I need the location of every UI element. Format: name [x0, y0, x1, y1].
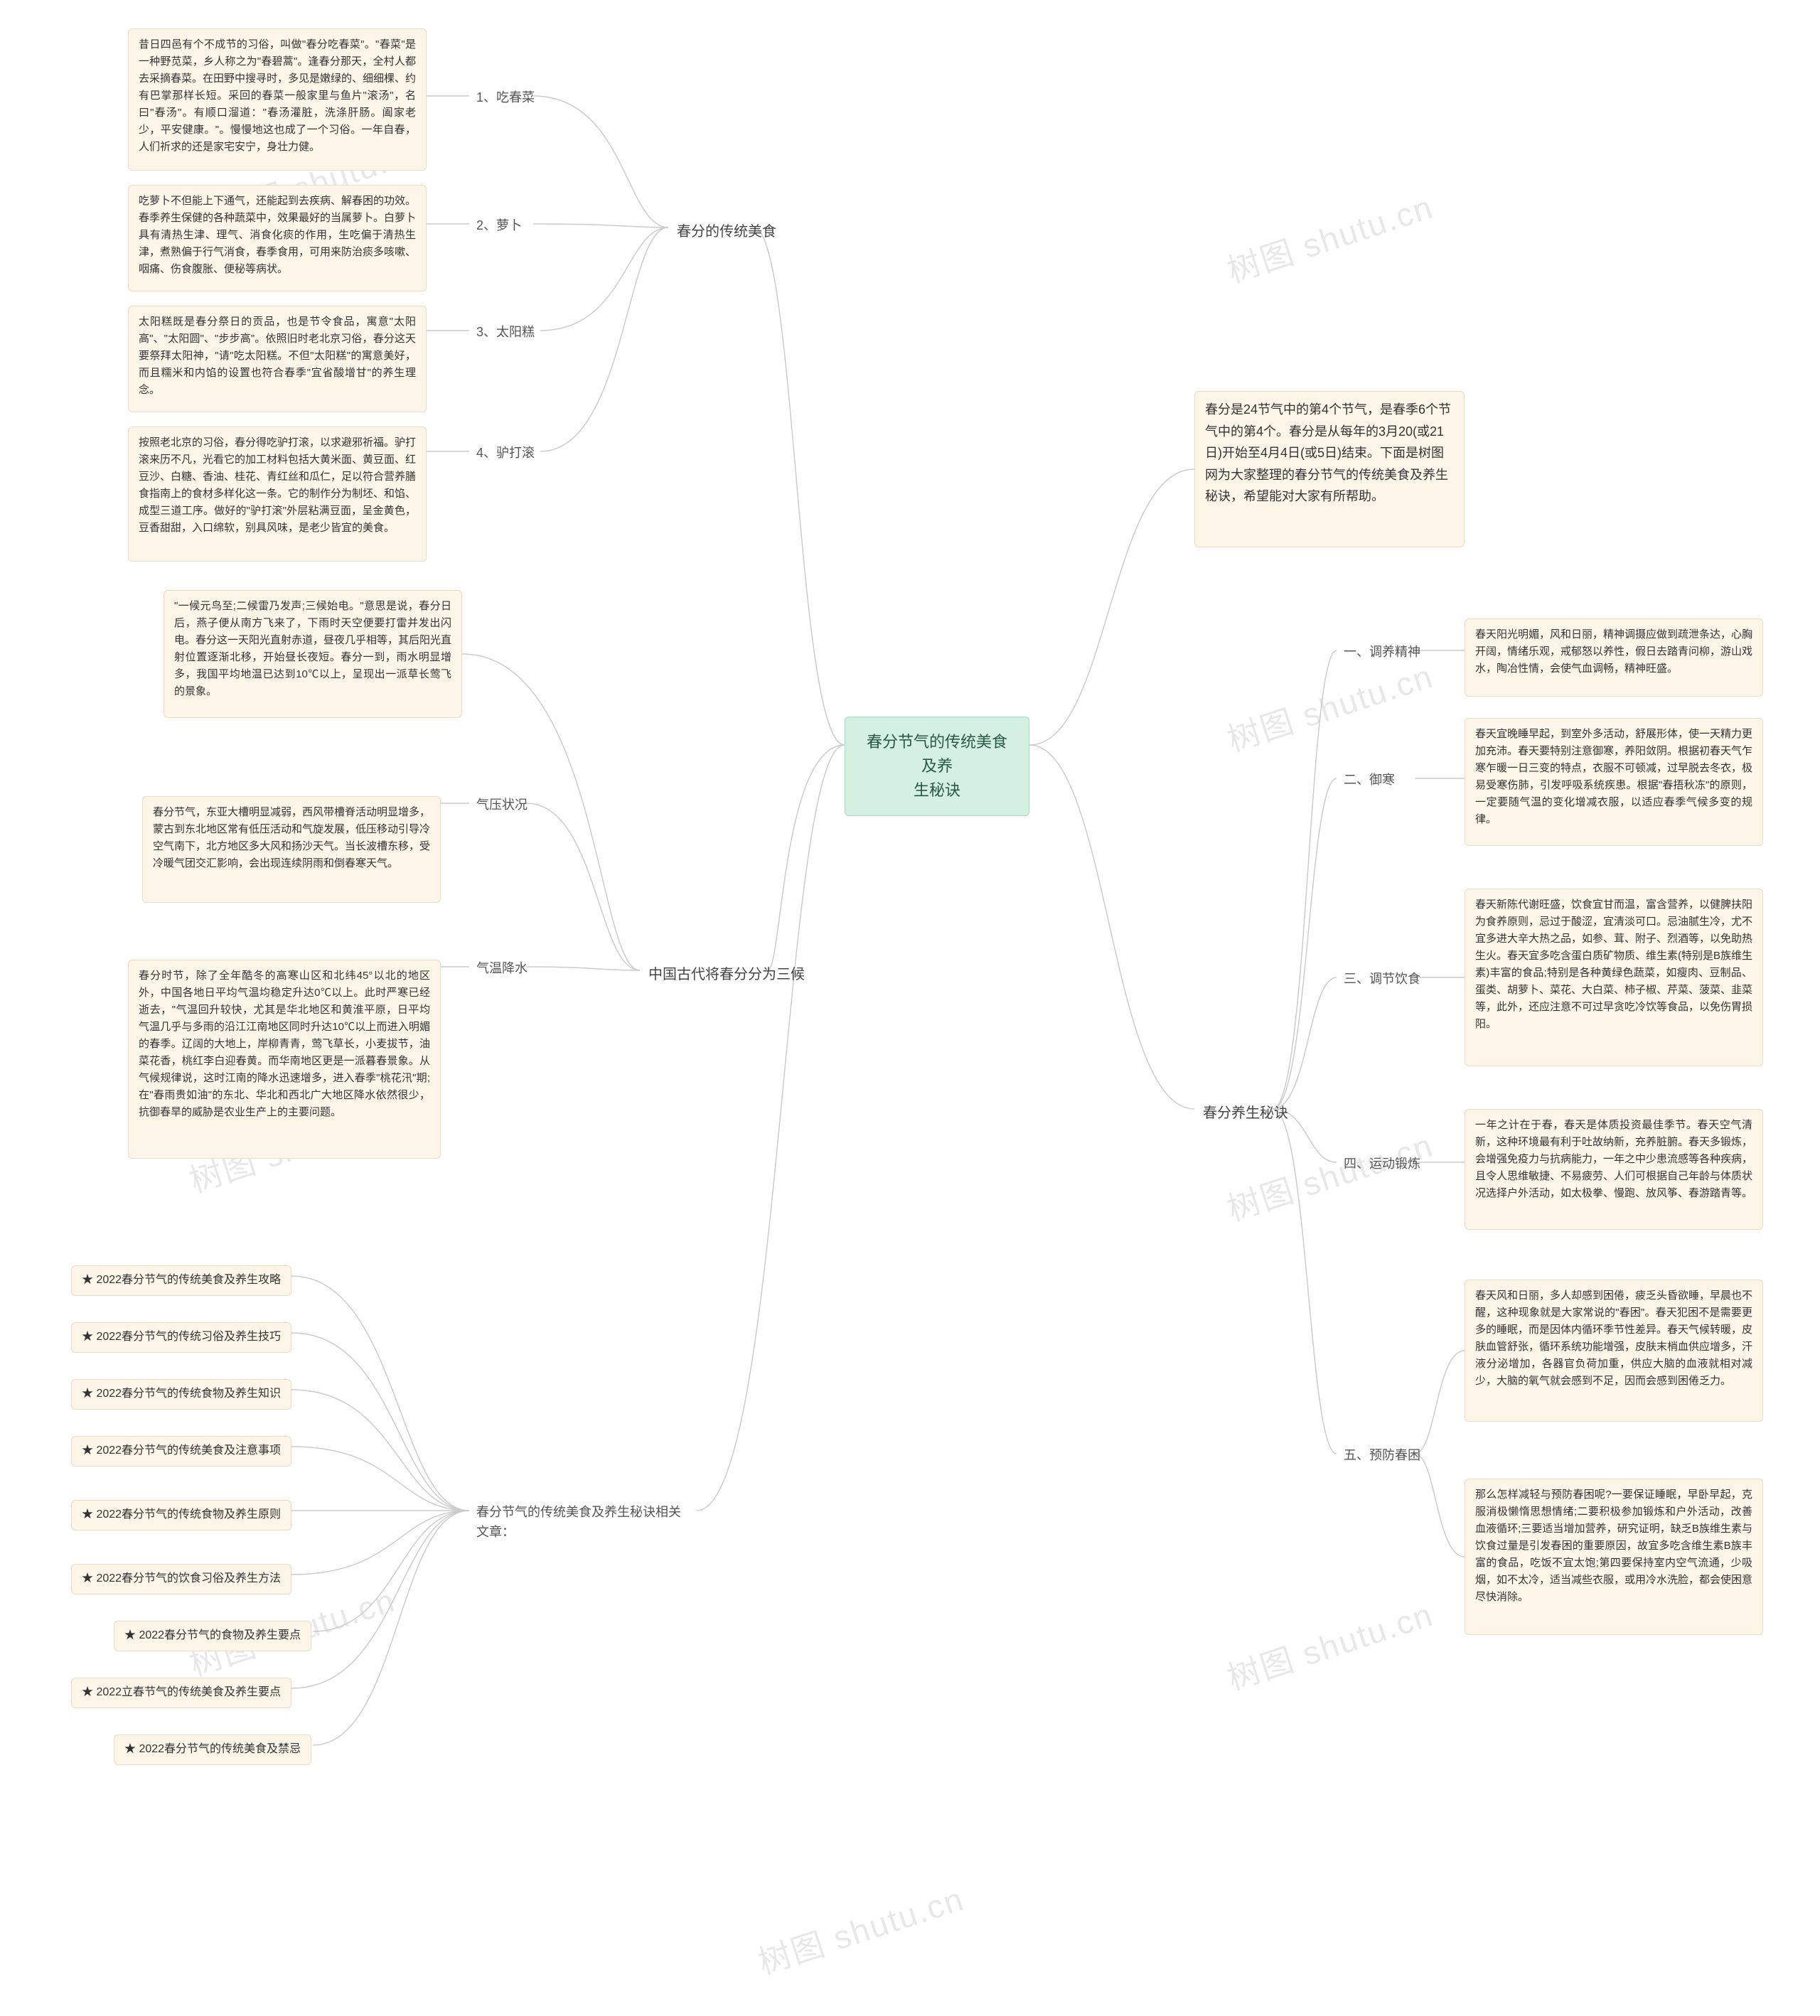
watermark: 树图 shutu.cn: [751, 1873, 969, 1984]
health-key-1[interactable]: 二、御寒: [1337, 768, 1402, 793]
food-key-2[interactable]: 3、太阳糕: [469, 320, 542, 345]
health-key-2[interactable]: 三、调节饮食: [1337, 967, 1428, 992]
three-leaf-1: 春分时节，除了全年酷冬的高寒山区和北纬45°以北的地区外，中国各地日平均气温均稳…: [128, 960, 441, 1159]
health-key-3[interactable]: 四、运动锻炼: [1337, 1152, 1428, 1177]
branch-health[interactable]: 春分养生秘诀: [1194, 1098, 1297, 1129]
health-leaf-0: 春天阳光明媚，风和日丽，精神调摄应做到疏泄条达，心胸开阔，情绪乐观，戒郁怒以养性…: [1465, 618, 1763, 697]
health-leaf-2: 春天新陈代谢旺盛，饮食宜甘而温，富含营养，以健脾扶阳为食养原则，忌过于酸涩，宜清…: [1465, 889, 1763, 1066]
related-link-7[interactable]: ★ 2022立春节气的传统美食及养生要点: [71, 1678, 291, 1708]
food-leaf-0: 昔日四邑有个不成节的习俗，叫做"春分吃春菜"。"春菜"是一种野苋菜，乡人称之为"…: [128, 28, 427, 171]
related-link-3[interactable]: ★ 2022春分节气的传统美食及注意事项: [71, 1436, 291, 1467]
intro-text: 春分是24节气中的第4个节气，是春季6个节气中的第4个。春分是从每年的3月20(…: [1194, 391, 1465, 547]
three-key-0[interactable]: 气压状况: [469, 793, 535, 818]
watermark: 树图 shutu.cn: [1221, 181, 1438, 292]
health-leaf-3: 一年之计在于春，春天是体质投资最佳季节。春天空气清新，这种环境最有利于吐故纳新，…: [1465, 1109, 1763, 1230]
health-leaf-4-0: 春天风和日丽，多人却感到困倦，疲乏头昏欲睡，早晨也不醒，这种现象就是大家常说的"…: [1465, 1280, 1763, 1422]
branch-foods[interactable]: 春分的传统美食: [668, 217, 785, 247]
three-key-1[interactable]: 气温降水: [469, 956, 535, 982]
food-key-3[interactable]: 4、驴打滚: [469, 441, 542, 466]
related-link-2[interactable]: ★ 2022春分节气的传统食物及养生知识: [71, 1379, 291, 1410]
related-link-4[interactable]: ★ 2022春分节气的传统食物及养生原则: [71, 1500, 291, 1530]
health-key-0[interactable]: 一、调养精神: [1337, 640, 1428, 665]
related-link-1[interactable]: ★ 2022春分节气的传统习俗及养生技巧: [71, 1322, 291, 1353]
related-link-6[interactable]: ★ 2022春分节气的食物及养生要点: [114, 1621, 311, 1651]
related-link-5[interactable]: ★ 2022春分节气的饮食习俗及养生方法: [71, 1564, 291, 1594]
branch-three-hou[interactable]: 中国古代将春分分为三候: [640, 960, 813, 990]
health-leaf-1: 春天宜晚睡早起，到室外多活动，舒展形体，使一天精力更加充沛。春天要特别注意御寒，…: [1465, 718, 1763, 846]
three-top-leaf: "一候元鸟至;二候雷乃发声;三候始电。"意思是说，春分日后，燕子便从南方飞来了，…: [164, 590, 462, 718]
food-leaf-2: 太阳糕既是春分祭日的贡品，也是节令食品，寓意"太阳高"、"太阳圆"、"步步高"。…: [128, 306, 427, 412]
watermark: 树图 shutu.cn: [1221, 650, 1438, 761]
center-topic[interactable]: 春分节气的传统美食及养生秘诀: [845, 717, 1029, 816]
related-link-8[interactable]: ★ 2022春分节气的传统美食及禁忌: [114, 1734, 311, 1765]
related-link-0[interactable]: ★ 2022春分节气的传统美食及养生攻略: [71, 1265, 291, 1296]
food-leaf-1: 吃萝卜不但能上下通气，还能起到去疾病、解春困的功效。春季养生保健的各种蔬菜中，效…: [128, 185, 427, 291]
three-leaf-0: 春分节气，东亚大槽明显减弱，西风带槽脊活动明显增多，蒙古到东北地区常有低压活动和…: [142, 796, 441, 903]
food-key-0[interactable]: 1、吃春菜: [469, 85, 542, 111]
health-key-4[interactable]: 五、预防春困: [1337, 1443, 1428, 1469]
food-key-1[interactable]: 2、萝卜: [469, 213, 529, 239]
health-leaf-4-1: 那么怎样减轻与预防春困呢?一要保证睡眠，早卧早起，克服消极懒惰思想情绪;二要积极…: [1465, 1479, 1763, 1635]
watermark: 树图 shutu.cn: [1221, 1589, 1438, 1700]
links-title: 春分节气的传统美食及养生秘诀相关文章：: [469, 1500, 697, 1545]
food-leaf-3: 按照老北京的习俗，春分得吃驴打滚，以求避邪祈福。驴打滚来历不凡，光看它的加工材料…: [128, 427, 427, 562]
